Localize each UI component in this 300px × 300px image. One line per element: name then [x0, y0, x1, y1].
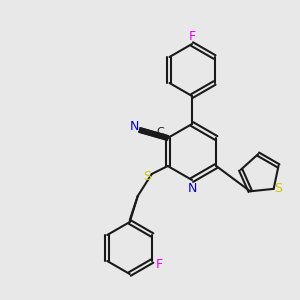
- Text: N: N: [130, 119, 140, 133]
- Text: F: F: [188, 31, 196, 44]
- Text: N: N: [187, 182, 197, 196]
- Text: S: S: [143, 169, 151, 182]
- Text: S: S: [274, 182, 282, 195]
- Text: F: F: [156, 257, 163, 271]
- Text: C: C: [156, 127, 164, 137]
